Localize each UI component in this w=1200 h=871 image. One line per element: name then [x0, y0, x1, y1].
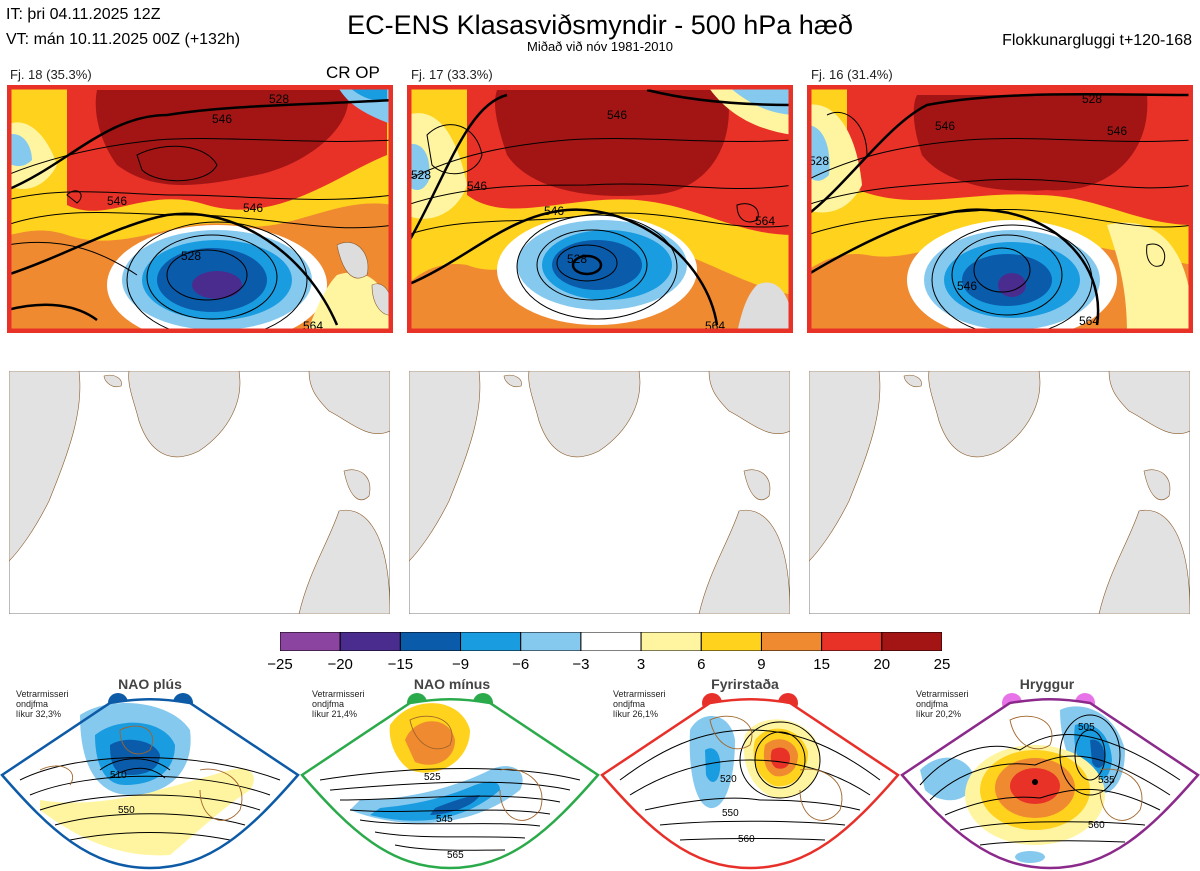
contour-label: 546: [107, 194, 127, 208]
contour-label: 546: [935, 119, 955, 133]
base-map-1: [9, 371, 390, 614]
colorbar-swatch: [700, 631, 762, 652]
colorbar-tick-label: 15: [813, 656, 830, 673]
regime-1-map: 510 550: [0, 693, 300, 870]
contour-label: 528: [1082, 92, 1102, 106]
contour-label: 546: [212, 112, 232, 126]
contour-label: 528: [809, 154, 829, 168]
contour-label: 550: [722, 808, 739, 819]
colorbar-tick-label: −6: [512, 656, 530, 673]
contour-label: 546: [544, 204, 564, 218]
contour-label: 546: [1107, 124, 1127, 138]
init-time: IT: þri 04.11.2025 12Z: [6, 6, 161, 23]
colorbar-tick-label: 6: [697, 656, 706, 673]
contour-label: 546: [243, 201, 263, 215]
contour-label: 545: [436, 814, 453, 825]
contour-label: 564: [1079, 314, 1099, 328]
regime-2-title: NAO mínus: [413, 676, 491, 692]
page-title: EC-ENS Klasasviðsmyndir - 500 hPa hæð: [347, 10, 853, 40]
regime-2-note: Vetrarmisseri ondjfma líkur 21,4%: [312, 689, 365, 719]
regime-3-note: Vetrarmisseri ondjfma líkur 26,1%: [613, 689, 666, 719]
valid-time: VT: mán 10.11.2025 00Z (+132h): [6, 31, 241, 48]
regime-4-title: Hryggur: [1019, 676, 1075, 692]
cluster-1-label: Fj. 18 (35.3%): [10, 67, 92, 82]
contour-label: 525: [424, 772, 441, 783]
contour-label: 565: [447, 850, 464, 861]
cluster-1-map: 546 546 528 546 564 528: [7, 85, 393, 333]
regime-3-map: 520 550 560: [600, 693, 900, 870]
base-map-3: [809, 371, 1190, 614]
classification-window: Flokkunargluggi t+120-168: [1002, 32, 1192, 49]
contour-label: 520: [720, 774, 737, 785]
contour-label: 510: [110, 770, 127, 781]
colorbar-tick-label: −9: [451, 656, 470, 673]
colorbar-swatch: [640, 631, 702, 652]
cluster-1-tag: CR OP: [326, 63, 380, 82]
cluster-2-label: Fj. 17 (33.3%): [411, 67, 493, 82]
contour-label: 546: [467, 179, 487, 193]
colorbar-swatch: [520, 631, 582, 652]
regime-3-title: Fyrirstaða: [711, 676, 779, 692]
colorbar-tick-label: 3: [636, 656, 646, 673]
colorbar-tick-label: −15: [387, 656, 414, 673]
colorbar-swatch: [460, 631, 522, 652]
colorbar-swatch: [279, 631, 341, 652]
cluster-3-map: 546 528 546 528 546 564: [807, 85, 1193, 333]
contour-label: 505: [1078, 722, 1095, 733]
regime-1-note: Vetrarmisseri ondjfma líkur 32,3%: [16, 689, 69, 719]
contour-label: 560: [738, 834, 755, 845]
contour-label: 564: [755, 214, 775, 228]
colorbar-swatch: [399, 631, 462, 652]
colorbar-swatch: [881, 631, 943, 652]
colorbar-swatch: [339, 631, 401, 652]
colorbar-tick-label: −20: [327, 656, 353, 673]
contour-label: 550: [118, 805, 135, 816]
contour-label: 528: [181, 249, 201, 263]
page-subtitle: Miðað við nóv 1981-2010: [527, 39, 673, 54]
colorbar-tick-label: 9: [757, 656, 766, 673]
contour-label: 560: [1088, 820, 1105, 831]
contour-label: 528: [567, 252, 587, 266]
colorbar-swatch: [760, 631, 823, 652]
contour-label: 546: [607, 108, 627, 122]
regime-1-title: NAO plús: [118, 676, 182, 692]
colorbar-swatch: [821, 631, 883, 652]
contour-label: 528: [411, 168, 431, 182]
base-map-2: [409, 371, 790, 614]
colorbar: [279, 631, 943, 652]
cluster-3-label: Fj. 16 (31.4%): [811, 67, 893, 82]
colorbar-tick-label: 20: [873, 656, 891, 673]
contour-label: 546: [957, 279, 977, 293]
regime-4-note: Vetrarmisseri ondjfma líkur 20,2%: [916, 689, 969, 719]
colorbar-tick-label: −25: [267, 656, 293, 673]
regime-2-map: 525 545 565: [300, 693, 600, 870]
contour-label: 528: [269, 92, 289, 106]
colorbar-tick-label: −3: [572, 656, 590, 673]
contour-label: 535: [1098, 775, 1115, 786]
colorbar-swatch: [580, 631, 642, 652]
colorbar-tick-label: 25: [933, 656, 951, 673]
regime-4-map: 505 535 560: [900, 693, 1200, 870]
cluster-2-map: 546 546 528 528 546 564 564: [407, 85, 793, 333]
